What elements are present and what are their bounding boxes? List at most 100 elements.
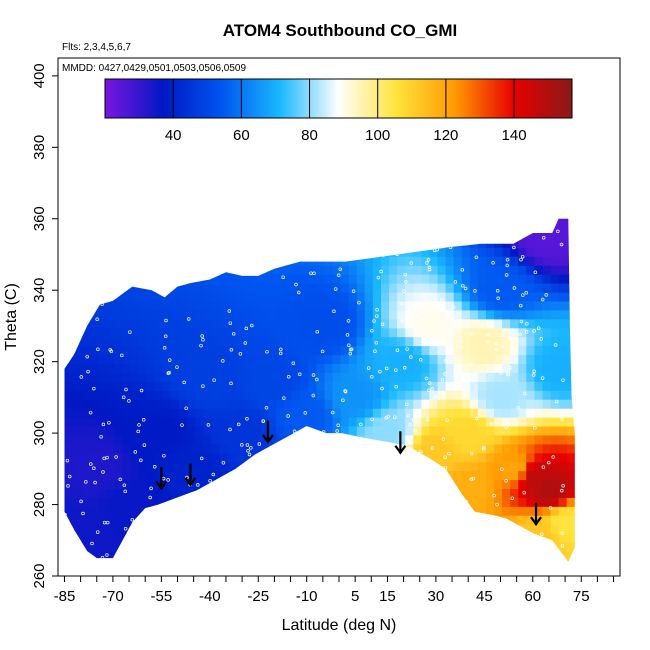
sample-point [441, 437, 446, 441]
field-cell [518, 479, 527, 489]
field-cell [324, 274, 334, 284]
field-cell [179, 292, 188, 302]
sample-point [448, 240, 453, 244]
field-cell [251, 443, 261, 454]
field-cell [413, 434, 422, 445]
field-cell [195, 218, 204, 222]
field-cell [187, 274, 196, 284]
sample-point [518, 332, 522, 337]
sample-point [107, 420, 111, 425]
field-cell [364, 524, 374, 534]
field-cell [82, 274, 91, 284]
field-cell [518, 327, 527, 338]
field-cell [397, 274, 406, 284]
field-cell [348, 336, 358, 347]
field-cell [284, 318, 293, 329]
field-cell [154, 542, 164, 552]
field-cell [211, 524, 221, 534]
field-cell [74, 300, 83, 311]
field-cell [114, 247, 124, 257]
field-cell [477, 354, 487, 364]
field-cell [235, 309, 245, 320]
field-cell [332, 533, 342, 543]
field-cell [494, 470, 503, 481]
field-cell [90, 274, 99, 284]
field-cell [413, 479, 422, 489]
field-cell [98, 292, 108, 302]
field-cell [389, 354, 398, 364]
field-cell [195, 524, 204, 534]
field-cell [276, 300, 285, 311]
colorbar-ticks: 40 60 80 100 120 140 [165, 79, 527, 144]
field-cell [421, 220, 431, 230]
field-cell [405, 345, 414, 356]
field-cell [364, 488, 374, 498]
field-cell [486, 345, 495, 356]
field-cell [122, 488, 132, 498]
field-cell [502, 461, 511, 472]
field-cell [558, 247, 568, 257]
field-cell [510, 434, 519, 445]
field-cell [397, 533, 406, 543]
field-cell [405, 238, 414, 248]
field-cell [243, 542, 253, 552]
field-cell [340, 515, 350, 525]
field-cell [292, 363, 301, 373]
field-cell [486, 336, 495, 347]
field-cell [494, 434, 503, 445]
sample-point [345, 333, 350, 337]
field-cell [332, 218, 342, 222]
field-cell [284, 218, 293, 222]
field-cell [219, 300, 229, 311]
field-cell [146, 506, 156, 516]
field-cell [429, 470, 439, 481]
field-cell [66, 524, 75, 534]
sample-point [163, 334, 168, 339]
field-cell [300, 345, 309, 356]
field-cell [138, 218, 148, 222]
field-cell [429, 479, 439, 489]
field-cell [154, 390, 164, 400]
field-cell [163, 452, 172, 463]
sample-point [499, 371, 503, 375]
sample-point [459, 339, 463, 344]
field-cell [332, 354, 342, 364]
field-cell [316, 256, 326, 266]
field-cell [284, 220, 293, 230]
field-cell [469, 479, 479, 489]
field-cell [227, 336, 237, 347]
field-cell [461, 300, 471, 311]
field-cell [251, 336, 261, 347]
field-cell [340, 238, 350, 248]
field-cell [195, 309, 204, 320]
field-cell [82, 542, 91, 552]
sample-point [451, 495, 455, 499]
field-cell [534, 506, 544, 516]
field-cell [356, 292, 366, 302]
sample-point [414, 315, 418, 319]
field-cell [316, 426, 326, 436]
field-cell [364, 551, 374, 561]
sample-point [544, 293, 549, 297]
sample-point [531, 373, 536, 377]
field-cell [235, 533, 245, 543]
field-cell [477, 426, 487, 436]
sample-point [384, 415, 389, 420]
sample-point [458, 345, 463, 349]
field-cell [300, 292, 309, 302]
sample-point [413, 463, 418, 467]
field-cell [235, 292, 245, 302]
field-cell [146, 327, 156, 338]
field-cell [324, 354, 334, 364]
field-cell [542, 408, 552, 418]
field-cell [348, 256, 358, 266]
field-cell [494, 461, 503, 472]
field-cell [82, 247, 91, 257]
field-cell [534, 354, 544, 364]
field-cell [526, 265, 535, 275]
field-cell [413, 524, 422, 534]
field-cell [356, 283, 366, 293]
sample-point [311, 373, 316, 377]
sample-point [438, 547, 443, 552]
field-cell [251, 265, 261, 275]
